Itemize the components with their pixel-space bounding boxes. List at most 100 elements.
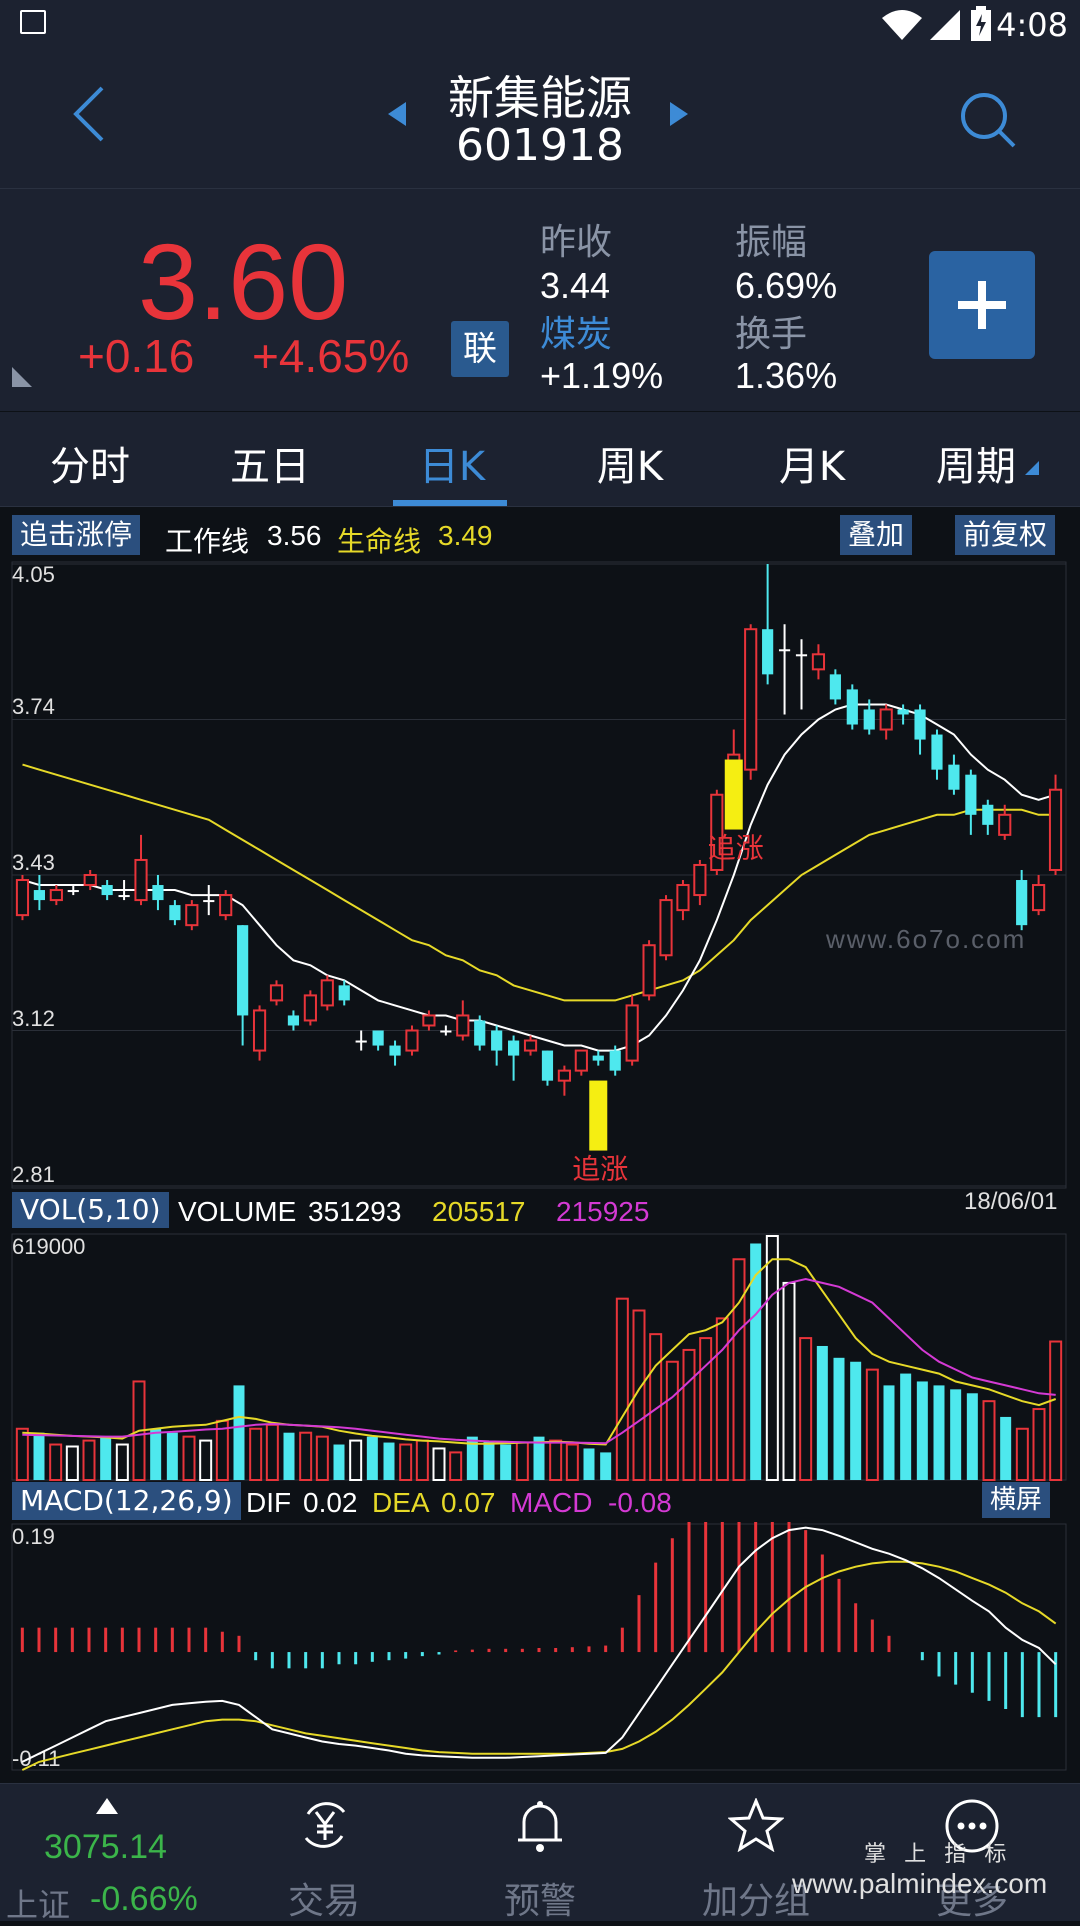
volume-bar [466, 1436, 478, 1480]
volume-label: VOLUME [178, 1196, 297, 1227]
candle-body [676, 884, 690, 912]
volume-bar [399, 1443, 413, 1481]
life-line-label: 生命线 [337, 526, 422, 557]
palmindex-watermark-title: 掌 上 指 标 [864, 1841, 1013, 1866]
life-line-value: 3.49 [438, 520, 493, 551]
candle-body [303, 994, 317, 1022]
tab-monthly-k[interactable]: 月K [778, 444, 846, 490]
volume-bar [115, 1443, 129, 1481]
adjust-button[interactable]: 前复权 [955, 515, 1056, 555]
status-time: 4:08 [996, 6, 1068, 44]
tab-intraday[interactable]: 分时 [50, 444, 130, 490]
candle-body [592, 1055, 604, 1061]
volume-bar [982, 1400, 996, 1481]
candle-body [118, 895, 130, 898]
prev-stock-icon[interactable] [386, 100, 408, 128]
volume-bar [833, 1357, 845, 1480]
candle-body [101, 885, 113, 896]
active-tab-indicator [393, 500, 507, 506]
nav-trade[interactable]: 交易 [287, 1881, 360, 1922]
volume-bar [265, 1423, 279, 1481]
linked-badge[interactable]: 联 [451, 321, 509, 377]
next-stock-icon[interactable] [668, 100, 690, 128]
stock-name: 新集能源 [448, 71, 632, 125]
volume-bar [715, 1317, 729, 1481]
index-value[interactable]: 3075.14 [44, 1828, 167, 1866]
candle-body [879, 708, 893, 731]
volume-bar [750, 1243, 762, 1480]
star-icon[interactable] [728, 1798, 784, 1852]
back-arrow-icon[interactable] [70, 84, 110, 144]
price-change-pct: +4.65% [252, 330, 410, 382]
volume-bar [483, 1440, 495, 1480]
candle-body [998, 813, 1012, 836]
dropdown-corner-icon [1025, 461, 1039, 475]
volume-bar [533, 1436, 545, 1480]
sector-label[interactable]: 煤炭 [540, 314, 613, 355]
corner-triangle-icon [12, 367, 32, 387]
candle-body [710, 793, 724, 871]
more-icon[interactable] [944, 1798, 1000, 1854]
macd-badge[interactable]: MACD(12,26,9) [12, 1482, 241, 1520]
trade-yen-icon[interactable] [298, 1798, 352, 1852]
volume-bar [199, 1439, 213, 1482]
volume-bar [366, 1436, 378, 1480]
nav-alert[interactable]: 预警 [503, 1881, 576, 1922]
work-line-value: 3.56 [267, 520, 322, 551]
bottom-nav: 3075.14 上证 -0.66% 交易 预警 加分组 更多 掌 上 指 标 w… [0, 1783, 1080, 1924]
tab-five-day[interactable]: 五日 [230, 444, 310, 490]
overlay-button[interactable]: 叠加 [840, 515, 913, 555]
wifi-icon [882, 10, 922, 40]
volume-bar [249, 1427, 263, 1481]
chase-signal-label: 追涨 [572, 1153, 628, 1186]
volume-max-tick: 619000 [12, 1234, 86, 1259]
volume-bar [233, 1385, 245, 1480]
volume-bar [100, 1436, 112, 1480]
tab-period[interactable]: 周期 [936, 444, 1016, 490]
volume-bar [33, 1432, 45, 1480]
candle-body [1032, 884, 1046, 912]
volume-bar [950, 1389, 962, 1480]
candle-body [422, 1014, 436, 1027]
candle-body [456, 1014, 470, 1037]
volume-bar [900, 1373, 912, 1480]
volume-bar [916, 1381, 928, 1480]
dea-line [21, 1560, 1057, 1771]
volume-bar [883, 1385, 895, 1480]
candle-body [948, 764, 960, 790]
candle-body [134, 858, 148, 902]
candle-body [237, 925, 249, 1016]
index-change: -0.66% [90, 1880, 198, 1918]
volume-bar [850, 1361, 862, 1480]
landscape-button[interactable]: 横屏 [982, 1482, 1051, 1518]
bell-icon[interactable] [514, 1798, 566, 1854]
life-line-series [22, 763, 1056, 1002]
candle-body [829, 674, 841, 700]
volume-chart[interactable] [0, 1232, 1080, 1484]
nav-more[interactable]: 更多 [935, 1881, 1008, 1922]
turnover-value: 1.36% [735, 355, 838, 396]
macd-value: -0.08 [608, 1487, 672, 1518]
vol-badge[interactable]: VOL(5,10) [12, 1192, 169, 1228]
volume-bar [82, 1439, 96, 1482]
strategy-badge[interactable]: 追击涨停 [12, 515, 141, 555]
nav-add-group[interactable]: 加分组 [701, 1881, 810, 1922]
macd-chart[interactable] [0, 1522, 1080, 1774]
tab-daily-k[interactable]: 日K [418, 444, 486, 490]
up-triangle-icon [96, 1798, 118, 1814]
work-line-label: 工作线 [165, 526, 250, 557]
volume-ma10: 215925 [556, 1196, 650, 1227]
status-bar: 4:08 [0, 0, 1080, 52]
volume-bar [699, 1337, 713, 1481]
candle-body [642, 944, 656, 997]
prev-close-value: 3.44 [540, 265, 611, 306]
add-watchlist-button[interactable] [929, 251, 1035, 359]
candle-body [795, 654, 808, 657]
volume-bar [816, 1345, 828, 1480]
dea-value: 0.07 [441, 1487, 496, 1518]
search-icon[interactable] [958, 90, 1018, 150]
tab-weekly-k[interactable]: 周K [596, 444, 664, 490]
volume-bar [865, 1368, 879, 1481]
sector-change: +1.19% [540, 355, 664, 396]
